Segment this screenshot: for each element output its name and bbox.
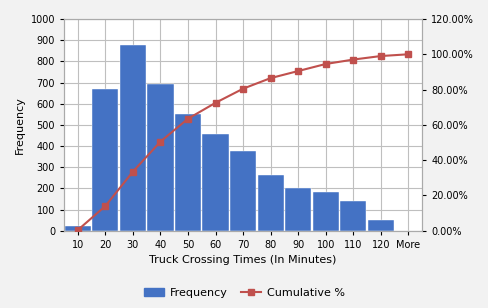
Cumulative % xyxy=(377,54,383,58)
Cumulative % xyxy=(295,69,301,73)
Legend: Frequency, Cumulative %: Frequency, Cumulative % xyxy=(140,284,348,302)
Bar xyxy=(175,114,201,231)
Bar xyxy=(92,89,118,231)
Cumulative % xyxy=(75,228,81,232)
Line: Cumulative %: Cumulative % xyxy=(75,51,410,233)
Bar xyxy=(312,192,338,231)
Cumulative % xyxy=(102,204,108,208)
Bar xyxy=(367,220,393,231)
Cumulative % xyxy=(349,58,355,61)
Cumulative % xyxy=(184,117,190,120)
X-axis label: Truck Crossing Times (In Minutes): Truck Crossing Times (In Minutes) xyxy=(149,255,336,265)
Bar xyxy=(202,134,228,231)
Bar xyxy=(229,151,256,231)
Bar xyxy=(340,201,366,231)
Bar xyxy=(147,83,173,231)
Cumulative % xyxy=(212,101,218,105)
Bar xyxy=(285,188,311,231)
Cumulative % xyxy=(405,52,410,56)
Cumulative % xyxy=(322,62,328,66)
Cumulative % xyxy=(130,170,136,173)
Bar xyxy=(257,175,283,231)
Bar xyxy=(64,226,91,231)
Bar xyxy=(120,46,146,231)
Cumulative % xyxy=(267,76,273,80)
Cumulative % xyxy=(157,140,163,144)
Cumulative % xyxy=(240,87,245,91)
Y-axis label: Frequency: Frequency xyxy=(15,96,25,154)
